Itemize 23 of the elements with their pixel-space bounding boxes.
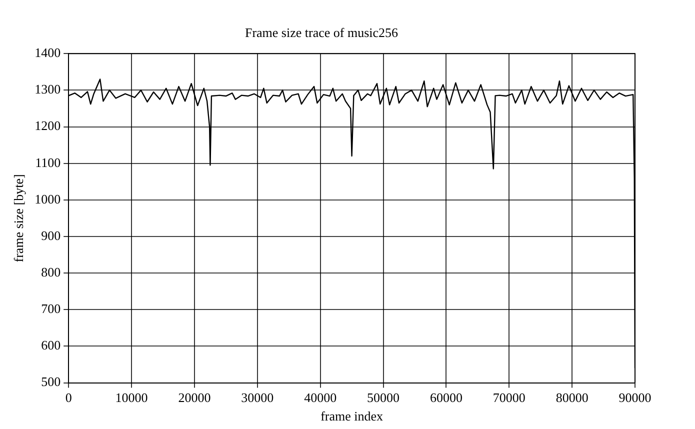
x-tick-label: 20000 <box>178 390 211 406</box>
x-tick-label: 80000 <box>556 390 588 406</box>
y-tick-label: 1300 <box>34 82 61 97</box>
y-tick-label: 900 <box>41 228 61 243</box>
y-tick-label: 1100 <box>35 154 61 170</box>
y-axis-title: frame size [byte] <box>11 174 26 262</box>
y-tick-label: 500 <box>41 374 61 390</box>
y-tick-label: 1200 <box>34 118 61 134</box>
x-tick-label: 40000 <box>304 390 337 406</box>
x-tick-label: 60000 <box>430 390 462 406</box>
x-tick-label: 30000 <box>241 390 274 406</box>
chart-title: Frame size trace of music256 <box>244 25 399 40</box>
x-tick-label: 10000 <box>115 390 148 406</box>
x-tick-label: 90000 <box>618 390 652 406</box>
x-tick-label: 0 <box>65 390 72 406</box>
y-tick-label: 700 <box>41 301 61 316</box>
y-tick-label: 1000 <box>34 191 61 206</box>
x-axis-title: frame index <box>320 408 384 424</box>
y-tick-label: 1400 <box>34 45 61 60</box>
y-tick-label: 600 <box>41 338 61 353</box>
x-tick-label: 50000 <box>367 390 400 406</box>
x-tick-label: 70000 <box>492 390 526 406</box>
y-tick-label: 800 <box>41 264 61 280</box>
